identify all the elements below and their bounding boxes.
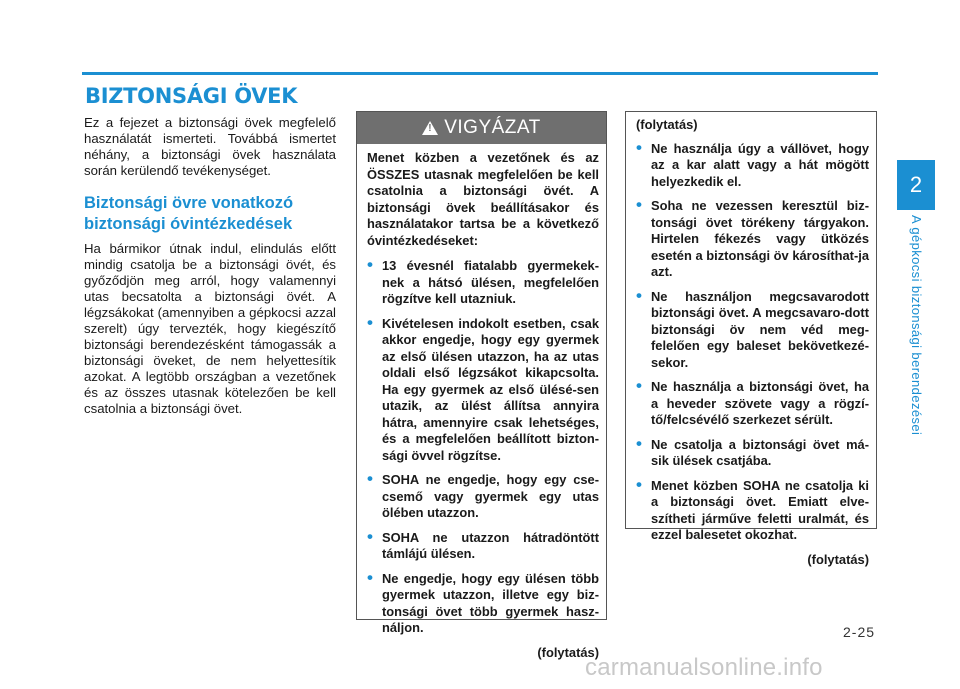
continued-label: (folytatás) <box>537 644 599 660</box>
chapter-tab: 2 <box>897 160 935 210</box>
continuation-box: (folytatás) Ne használja úgy a vállövet,… <box>625 111 877 567</box>
list-item: Ne használja a biztonsági övet, ha a hev… <box>636 378 869 429</box>
list-item: Ne használjon megcsavarodott biztonsági … <box>636 288 869 372</box>
warning-list: 13 évesnél fiatalabb gyermekek-nek a hát… <box>367 257 599 637</box>
list-item: Ne engedje, hogy egy ülésen több gyermek… <box>367 570 599 637</box>
continuation-list: Ne használja úgy a vállövet, hogy az a k… <box>636 140 869 544</box>
list-item: SOHA ne engedje, hogy egy cse-csemő vagy… <box>367 471 599 522</box>
body-paragraph: Ha bármikor útnak indul, elindulás előtt… <box>84 241 336 416</box>
list-item: Ne használja úgy a vállövet, hogy az a k… <box>636 140 869 191</box>
warning-header-label: VIGYÁZAT <box>444 116 541 138</box>
chapter-title: A gépkocsi biztonsági berendezései <box>909 215 924 436</box>
list-item: 13 évesnél fiatalabb gyermekek-nek a hát… <box>367 257 599 308</box>
top-rule <box>82 72 878 75</box>
warning-intro: Menet közben a vezetőnek és az ÖSSZES ut… <box>367 150 599 248</box>
list-item: Soha ne vezessen keresztül biz-tonsági ö… <box>636 197 869 281</box>
subheading: Biztonsági övre vonatkozó biztonsági óvi… <box>84 194 294 233</box>
list-item: Menet közben SOHA ne csatolja ki a bizto… <box>636 477 869 544</box>
continued-top-label: (folytatás) <box>636 117 698 132</box>
intro-paragraph: Ez a fejezet a biztonsági övek megfelelő… <box>84 115 336 178</box>
list-item: Ne csatolja a biztonsági övet má-sik ülé… <box>636 436 869 470</box>
page-number: 2-25 <box>843 624 876 640</box>
left-column: Ez a fejezet a biztonsági övek megfelelő… <box>84 115 336 425</box>
continued-label: (folytatás) <box>807 551 869 567</box>
warning-header: ! VIGYÁZAT <box>357 112 606 144</box>
warning-triangle-icon: ! <box>422 121 439 135</box>
section-title: BIZTONSÁGI ÖVEK <box>85 84 298 108</box>
list-item: SOHA ne utazzon hátradöntött támlájú ülé… <box>367 529 599 563</box>
watermark: carmanualsonline.info <box>585 654 823 681</box>
warning-box: ! VIGYÁZAT Menet közben a vezetőnek és a… <box>356 111 607 660</box>
list-item: Kivételesen indokolt esetben, csak akkor… <box>367 315 599 465</box>
